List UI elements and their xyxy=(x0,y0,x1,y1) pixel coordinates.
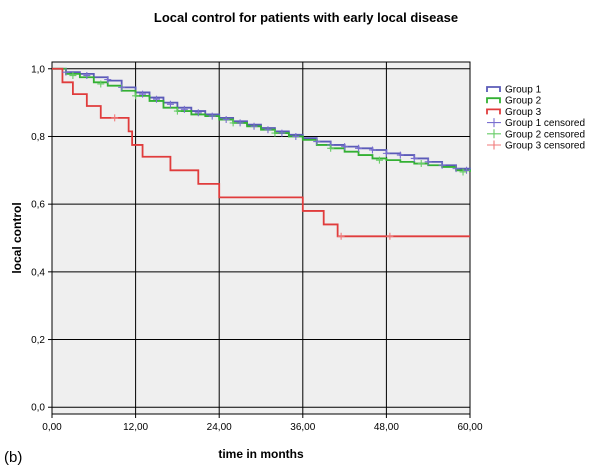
censor-mark-group-2 xyxy=(229,119,237,127)
x-axis-title: time in months xyxy=(218,447,304,461)
censor-marks xyxy=(62,68,471,240)
censor-mark-group-1 xyxy=(250,122,258,130)
censor-mark-group-3 xyxy=(111,114,119,122)
censor-mark-group-1 xyxy=(208,112,216,120)
censor-mark-group-3 xyxy=(386,232,394,240)
censor-mark-group-1 xyxy=(104,76,112,84)
y-tick-label: 0,6 xyxy=(31,200,45,211)
censor-mark-group-1 xyxy=(452,165,460,173)
censor-mark-group-1 xyxy=(292,132,300,140)
x-tick-label: 12,00 xyxy=(123,422,148,433)
x-tick-label: 60,00 xyxy=(457,422,482,433)
series-line-group-3 xyxy=(52,67,470,238)
y-tick-label: 0,8 xyxy=(31,132,45,143)
legend-label: Group 3 censored xyxy=(505,141,585,152)
censor-mark-group-2 xyxy=(271,129,279,137)
x-tick-label: 36,00 xyxy=(290,422,315,433)
plot-area xyxy=(51,61,471,415)
legend-label: Group 1 xyxy=(505,85,542,96)
censor-mark-group-1 xyxy=(194,109,202,117)
censor-mark-group-1 xyxy=(368,146,376,154)
y-tick-label: 0,4 xyxy=(31,267,45,278)
censor-mark-group-1 xyxy=(139,90,147,98)
legend-swatch xyxy=(487,118,501,128)
censor-mark-group-1 xyxy=(355,144,363,152)
censor-mark-group-1 xyxy=(410,154,418,162)
censor-mark-group-1 xyxy=(382,149,390,157)
censor-mark-group-1 xyxy=(222,116,230,124)
censor-mark-group-1 xyxy=(83,72,91,80)
censor-mark-group-2 xyxy=(69,72,77,80)
censor-mark-group-2 xyxy=(375,156,383,164)
censor-mark-group-1 xyxy=(396,151,404,159)
y-axis-title: local control xyxy=(10,202,24,273)
axis-ticks: 0,00 12,00 24,00 36,00 48,00 60,00 0,0 0,2 0,4 0,… xyxy=(31,64,483,433)
y-tick-label: 0,0 xyxy=(31,403,45,414)
legend-label: Group 3 xyxy=(505,107,542,118)
legend-label: Group 2 xyxy=(505,96,542,107)
x-tick-label: 0,00 xyxy=(42,422,62,433)
legend-swatch xyxy=(486,108,501,115)
y-tick-label: 0,2 xyxy=(31,335,45,346)
censor-mark-group-2 xyxy=(417,160,425,168)
censor-mark-group-1 xyxy=(236,119,244,127)
censor-mark-group-1 xyxy=(166,100,174,108)
censor-mark-group-2 xyxy=(97,80,105,88)
censor-mark-group-1 xyxy=(62,68,70,76)
x-tick-label: 48,00 xyxy=(374,422,399,433)
censor-mark-group-1 xyxy=(180,105,188,113)
legend-swatch xyxy=(487,129,501,139)
censor-mark-group-1 xyxy=(463,166,471,174)
censor-mark-group-1 xyxy=(278,129,286,137)
legend-swatch xyxy=(486,86,501,92)
censor-mark-group-2 xyxy=(173,107,181,115)
grid-lines xyxy=(52,62,470,414)
censor-mark-group-2 xyxy=(327,144,335,152)
x-tick-label: 24,00 xyxy=(207,422,232,433)
censor-mark-group-2 xyxy=(459,168,467,176)
censor-mark-group-1 xyxy=(341,143,349,151)
legend-label: Group 1 censored xyxy=(505,118,585,129)
censor-mark-group-1 xyxy=(424,158,432,166)
censor-mark-group-1 xyxy=(153,95,160,103)
legend-label: Group 2 censored xyxy=(505,129,585,140)
chart-title: Local control for patients with early lo… xyxy=(154,10,458,25)
censor-mark-group-1 xyxy=(438,161,446,169)
censor-mark-group-3 xyxy=(337,232,345,240)
legend-swatch xyxy=(487,140,501,150)
y-tick-label: 1,0 xyxy=(31,64,45,75)
censor-mark-group-1 xyxy=(118,83,126,91)
panel-label: (b) xyxy=(4,449,22,466)
censor-mark-group-2 xyxy=(132,92,140,100)
censor-mark-group-1 xyxy=(313,138,321,146)
censor-mark-group-1 xyxy=(264,126,272,134)
legend-swatch xyxy=(486,97,501,104)
